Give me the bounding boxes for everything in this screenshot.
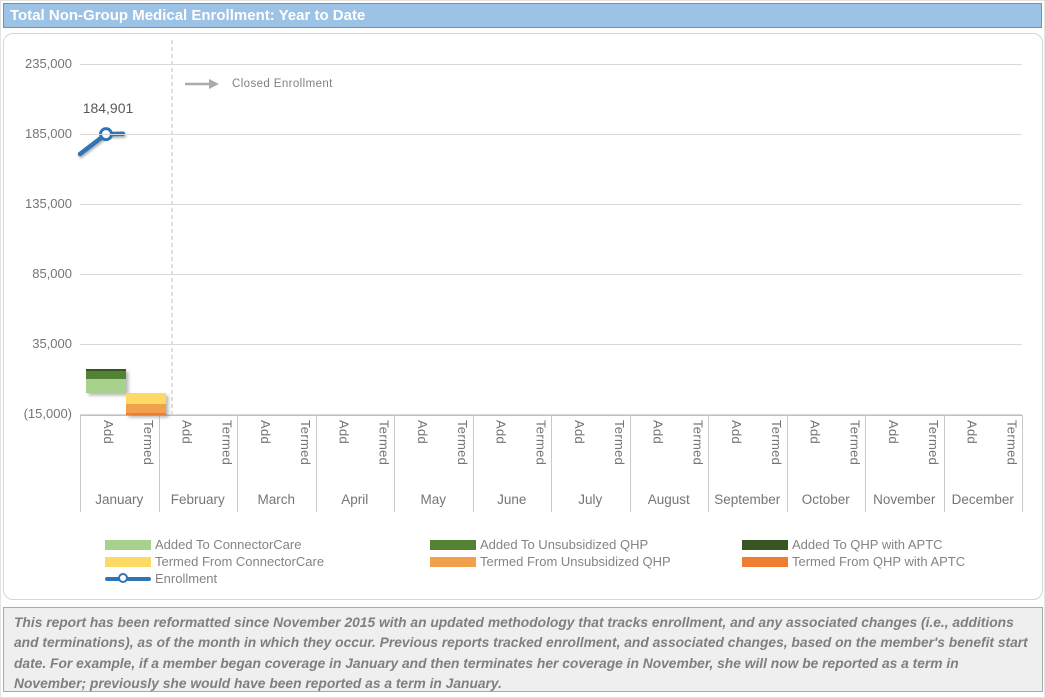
bar-segment-termed-from-connectorcare bbox=[126, 393, 166, 404]
legend-item: Termed From Unsubsidized QHP bbox=[430, 554, 671, 569]
sub-axis-label-add: Add bbox=[960, 420, 980, 444]
sub-axis-label-add: Add bbox=[332, 420, 352, 444]
sub-axis-label-termed: Termed bbox=[686, 420, 706, 465]
right-arrow-icon bbox=[184, 78, 220, 90]
legend-item: Added To ConnectorCare bbox=[105, 537, 301, 552]
sub-axis-label-add: Add bbox=[881, 420, 901, 444]
sub-axis-label-termed: Termed bbox=[136, 420, 156, 465]
sub-axis-label-termed: Termed bbox=[215, 420, 235, 465]
month-label: November bbox=[865, 490, 944, 510]
sub-axis-label-termed: Termed bbox=[921, 420, 941, 465]
sub-axis-label-add: Add bbox=[175, 420, 195, 444]
gridline bbox=[80, 64, 1022, 65]
enrollment-chart: Closed Enrollment 184,901 Added To Conne… bbox=[3, 33, 1043, 600]
y-axis-tick-label: (15,000) bbox=[4, 405, 72, 423]
legend-color-swatch bbox=[742, 557, 788, 567]
month-label: May bbox=[394, 490, 473, 510]
legend-color-swatch bbox=[430, 557, 476, 567]
bar-segment-added-to-qhp-with-aptc bbox=[86, 369, 126, 371]
gridline bbox=[80, 274, 1022, 275]
gridline bbox=[80, 344, 1022, 345]
month-label: June bbox=[473, 490, 552, 510]
bar-stack-termed bbox=[126, 393, 166, 415]
legend-color-swatch bbox=[105, 540, 151, 550]
legend-color-swatch bbox=[430, 540, 476, 550]
y-axis-tick-label: 35,000 bbox=[4, 335, 72, 353]
sub-axis-label-termed: Termed bbox=[372, 420, 392, 465]
legend-item: Enrollment bbox=[105, 571, 217, 586]
closed-enrollment-label: Closed Enrollment bbox=[232, 78, 333, 90]
legend-item: Termed From QHP with APTC bbox=[742, 554, 965, 569]
report-page: Total Non-Group Medical Enrollment: Year… bbox=[0, 0, 1045, 698]
legend-item: Added To Unsubsidized QHP bbox=[430, 537, 648, 552]
month-label: October bbox=[787, 490, 866, 510]
sub-axis-label-add: Add bbox=[96, 420, 116, 444]
report-title-bar: Total Non-Group Medical Enrollment: Year… bbox=[3, 3, 1042, 28]
month-label: August bbox=[630, 490, 709, 510]
month-label: January bbox=[80, 490, 159, 510]
month-label: July bbox=[551, 490, 630, 510]
closed-enrollment-annotation: Closed Enrollment bbox=[184, 78, 333, 90]
page-title: Total Non-Group Medical Enrollment: Year… bbox=[4, 4, 1041, 27]
legend-label: Added To QHP with APTC bbox=[792, 537, 943, 552]
enrollment-data-label: 184,901 bbox=[60, 100, 156, 116]
bar-segment-added-to-connectorcare bbox=[86, 379, 126, 393]
legend-label: Termed From QHP with APTC bbox=[792, 554, 965, 569]
sub-axis-label-add: Add bbox=[567, 420, 587, 444]
sub-axis-label-termed: Termed bbox=[293, 420, 313, 465]
sub-axis-label-termed: Termed bbox=[764, 420, 784, 465]
month-label: February bbox=[159, 490, 238, 510]
month-label: December bbox=[944, 490, 1023, 510]
legend-label: Enrollment bbox=[155, 571, 217, 586]
chart-legend: Added To ConnectorCare Termed From Connec… bbox=[4, 537, 1042, 593]
bar-segment-termed-from-qhp-with-aptc bbox=[126, 413, 166, 415]
legend-item: Termed From ConnectorCare bbox=[105, 554, 324, 569]
gridline bbox=[80, 134, 1022, 135]
bar-segment-termed-from-unsubsidized-qhp bbox=[126, 404, 166, 413]
legend-label: Added To ConnectorCare bbox=[155, 537, 301, 552]
sub-axis-label-add: Add bbox=[253, 420, 273, 444]
sub-axis-label-termed: Termed bbox=[450, 420, 470, 465]
month-label: April bbox=[316, 490, 395, 510]
bar-stack-add bbox=[86, 369, 126, 393]
y-axis-tick-label: 85,000 bbox=[4, 265, 72, 283]
legend-label: Termed From Unsubsidized QHP bbox=[480, 554, 671, 569]
sub-axis-label-add: Add bbox=[724, 420, 744, 444]
axis-separator bbox=[1022, 415, 1023, 512]
plot-area: Closed Enrollment 184,901 Added To Conne… bbox=[4, 34, 1042, 599]
legend-item: Added To QHP with APTC bbox=[742, 537, 943, 552]
y-axis-tick-label: 135,000 bbox=[4, 195, 72, 213]
sub-axis-label-termed: Termed bbox=[529, 420, 549, 465]
gridline bbox=[80, 204, 1022, 205]
sub-axis-label-add: Add bbox=[646, 420, 666, 444]
sub-axis-label-termed: Termed bbox=[843, 420, 863, 465]
sub-axis-label-add: Add bbox=[410, 420, 430, 444]
legend-color-swatch bbox=[742, 540, 788, 550]
legend-label: Added To Unsubsidized QHP bbox=[480, 537, 648, 552]
y-axis-tick-label: 185,000 bbox=[4, 125, 72, 143]
month-label: March bbox=[237, 490, 316, 510]
sub-axis-label-add: Add bbox=[803, 420, 823, 444]
bar-segment-added-to-unsubsidized-qhp bbox=[86, 371, 126, 379]
chart-lines-svg bbox=[4, 34, 1042, 599]
footnote-text: This report has been reformatted since N… bbox=[14, 613, 1032, 695]
sub-axis-label-add: Add bbox=[489, 420, 509, 444]
y-axis-tick-label: 235,000 bbox=[4, 55, 72, 73]
sub-axis-label-termed: Termed bbox=[607, 420, 627, 465]
enrollment-line-marker-icon bbox=[105, 573, 151, 584]
footnote-box: This report has been reformatted since N… bbox=[3, 607, 1043, 692]
month-label: September bbox=[708, 490, 787, 510]
legend-color-swatch bbox=[105, 557, 151, 567]
legend-label: Termed From ConnectorCare bbox=[155, 554, 324, 569]
sub-axis-label-termed: Termed bbox=[1000, 420, 1020, 465]
